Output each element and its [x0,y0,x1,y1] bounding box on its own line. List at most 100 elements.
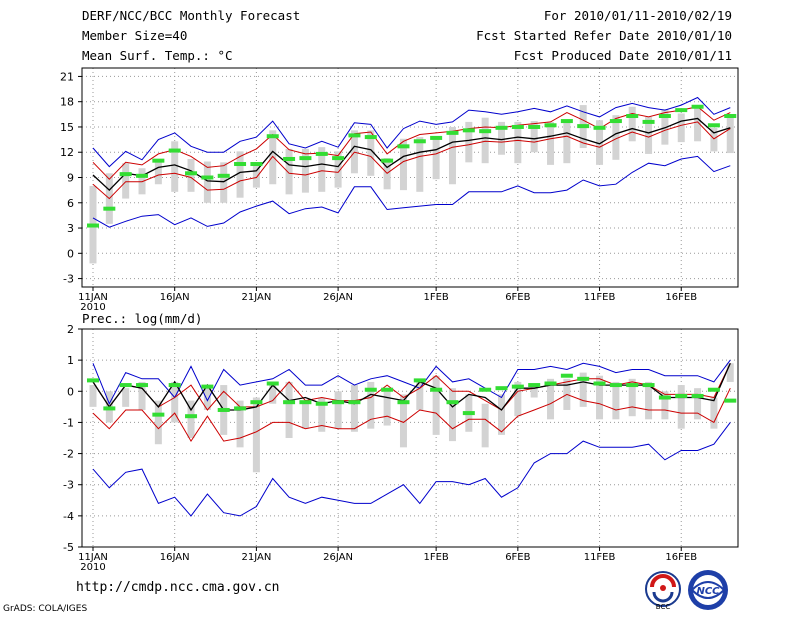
ctrl-marker [234,406,247,411]
ctrl-marker [348,400,361,405]
spread-box [448,126,456,185]
ctrl-marker [381,158,394,163]
spread-box [628,106,636,142]
y-tick-label: 12 [60,146,74,159]
y-tick-label: 0 [67,247,74,260]
spread-box [677,385,685,429]
ctrl-marker [413,139,426,144]
x-tick-label: 1FEB [423,292,448,303]
ctrl-marker [560,119,573,124]
spread-box [677,113,685,143]
spread-box [498,121,505,155]
bcc-logo: BCC [645,571,681,611]
spread-box [367,130,375,176]
spread-box [661,391,669,420]
ctrl-marker [413,378,426,383]
ctrl-marker [479,129,492,134]
ctrl-marker [511,124,524,129]
spread-box [514,381,522,417]
ctrl-marker [511,384,524,389]
spread-box [432,375,440,435]
ctrl-marker [707,387,720,392]
y-tick-label: 0 [67,385,74,398]
forecast-period: For 2010/01/11-2010/02/19 [543,8,732,23]
ctrl-marker [381,387,394,392]
ctrl-marker [266,381,279,386]
ctrl-marker [332,400,345,405]
ctrl-marker [119,383,132,388]
ctrl-marker [642,119,655,124]
x-tick-label: 16JAN [160,292,190,303]
ctrl-marker [119,172,132,177]
spread-box [301,400,309,429]
spread-box [334,391,342,429]
spread-box [399,138,407,191]
ctrl-marker [217,173,230,178]
ctrl-marker [446,400,459,405]
max-line [92,359,731,405]
spread-box [122,388,130,407]
ctrl-marker [185,171,198,176]
ctrl-marker [348,133,361,138]
x-tick-label: 26JAN [323,552,353,563]
ctrl-marker [528,383,541,388]
spread-box [432,136,440,180]
ctrl-marker [658,114,671,119]
ctrl-marker [283,400,296,405]
y-tick-label: 15 [60,121,74,134]
x-tick-label: 11FEB [584,552,616,563]
spread-box [726,363,734,382]
ctrl-marker [168,148,181,153]
ctrl-marker [430,135,443,140]
grads-credit: GrADS: COLA/IGES [3,604,88,614]
x-tick-label: 21JAN [241,552,271,563]
max-line [92,96,731,168]
ctrl-marker [103,206,116,211]
variable-label: Mean Surf. Temp.: °C [82,48,233,63]
spread-box [596,375,604,420]
spread-box [138,381,146,410]
spread-box [285,148,293,195]
y-tick-label: 3 [67,222,74,235]
ctrl-marker [250,400,263,405]
ctrl-marker [201,175,214,180]
ctrl-marker [87,223,99,228]
precip-panel-title: Prec.: log(mm/d) [82,311,202,326]
y-tick-label: 21 [60,70,74,83]
spread-box [383,391,391,426]
ctrl-marker [315,401,328,406]
ctrl-marker [397,400,410,405]
ctrl-marker [217,407,230,412]
x-year-label: 2010 [80,562,105,573]
y-tick-label: 9 [67,172,74,185]
spread-box [350,385,358,432]
footer-url[interactable]: http://cmdp.ncc.cma.gov.cn [76,580,280,595]
chart-2: -5 -4 -3 -2 -1 0 1 2 11JAN 16JAN 21JAN 26JAN 1FEB 6FE… [63,323,739,573]
ctrl-marker [332,156,345,161]
ctrl-marker [593,125,606,130]
ctrl-marker [544,381,557,386]
ctrl-marker [642,383,655,388]
spread-box [645,116,653,154]
ctrl-marker [658,395,671,400]
spread-box [710,127,718,152]
ctrl-marker [103,406,116,411]
ctrl-marker [136,173,149,178]
ncc-logo-text: NCC [696,586,720,597]
fcst-produced-date: Fcst Produced Date 2010/01/11 [513,48,732,63]
ctrl-marker [544,123,557,128]
spread-box [612,381,620,420]
min-line [92,155,731,228]
spread-box [318,397,326,432]
spread-box [252,162,260,188]
spread-box [269,381,277,404]
spread-box [547,121,555,165]
spread-box [498,394,505,435]
lower-line [92,121,731,200]
spread-box [563,119,571,164]
spread-box [465,121,473,163]
ctrl-marker [299,156,312,161]
header-left: DERF/NCC/BCC Monthly Forecast Member Size… [82,6,300,66]
spread-box [694,388,702,420]
